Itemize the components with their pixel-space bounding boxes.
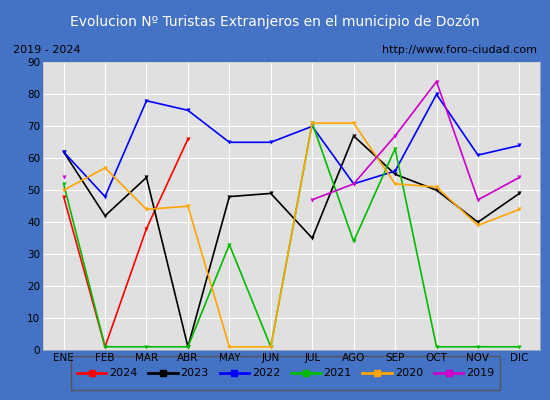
Text: 2019: 2019 [466,368,494,378]
Text: 2022: 2022 [252,368,280,378]
Text: 2021: 2021 [323,368,351,378]
Text: 2019 - 2024: 2019 - 2024 [13,45,80,55]
Text: http://www.foro-ciudad.com: http://www.foro-ciudad.com [382,45,537,55]
Text: Evolucion Nº Turistas Extranjeros en el municipio de Dozón: Evolucion Nº Turistas Extranjeros en el … [70,14,480,29]
Text: 2024: 2024 [109,368,138,378]
Text: 2020: 2020 [395,368,423,378]
Text: 2023: 2023 [180,368,208,378]
